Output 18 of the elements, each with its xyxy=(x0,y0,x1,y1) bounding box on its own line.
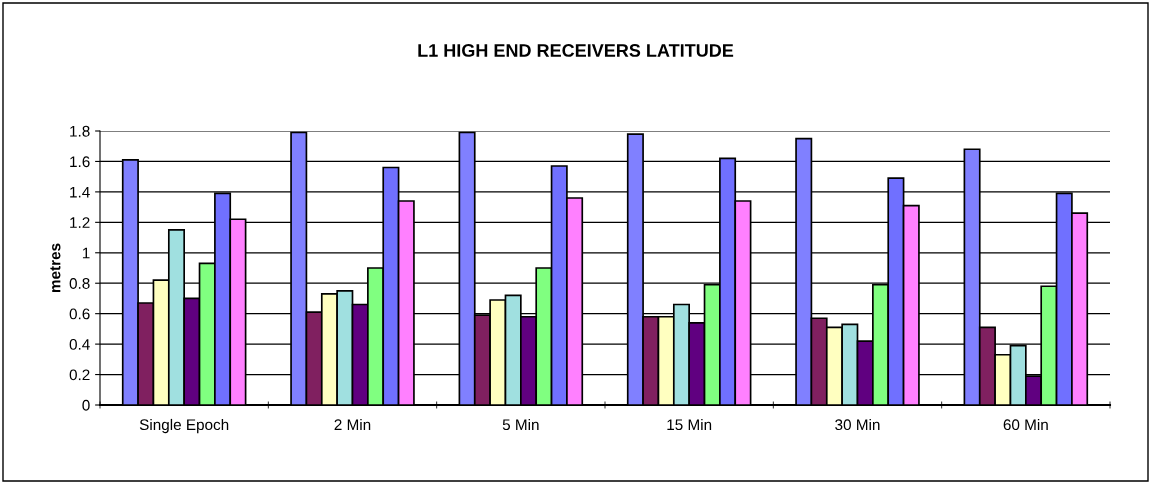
x-tick-label: 30 Min xyxy=(835,418,880,431)
y-axis-title: metres xyxy=(50,243,61,293)
x-tick-label: Single Epoch xyxy=(139,418,229,434)
x-tick-label: 2 Min xyxy=(334,418,371,430)
y-tick-label: 0.6 xyxy=(69,308,90,320)
y-tick-label: 1.6 xyxy=(70,156,90,168)
y-tick-label: 0.2 xyxy=(69,369,90,381)
y-tick-label: 1.8 xyxy=(70,125,90,137)
y-tick-label: 0 xyxy=(82,399,90,411)
y-tick-label: 1 xyxy=(82,247,90,259)
x-tick-label: 5 Min xyxy=(502,418,539,431)
chart-title: L1 HIGH END RECEIVERS LATITUDE xyxy=(418,44,734,57)
y-tick-label: 0.4 xyxy=(69,338,90,350)
y-tick-label: 0.8 xyxy=(69,278,90,289)
y-tick-label: 1.4 xyxy=(70,186,90,198)
x-tick-label: 15 Min xyxy=(667,418,712,431)
y-tick-label: 1.2 xyxy=(70,217,90,228)
x-tick-label: 60 Min xyxy=(1003,418,1048,431)
